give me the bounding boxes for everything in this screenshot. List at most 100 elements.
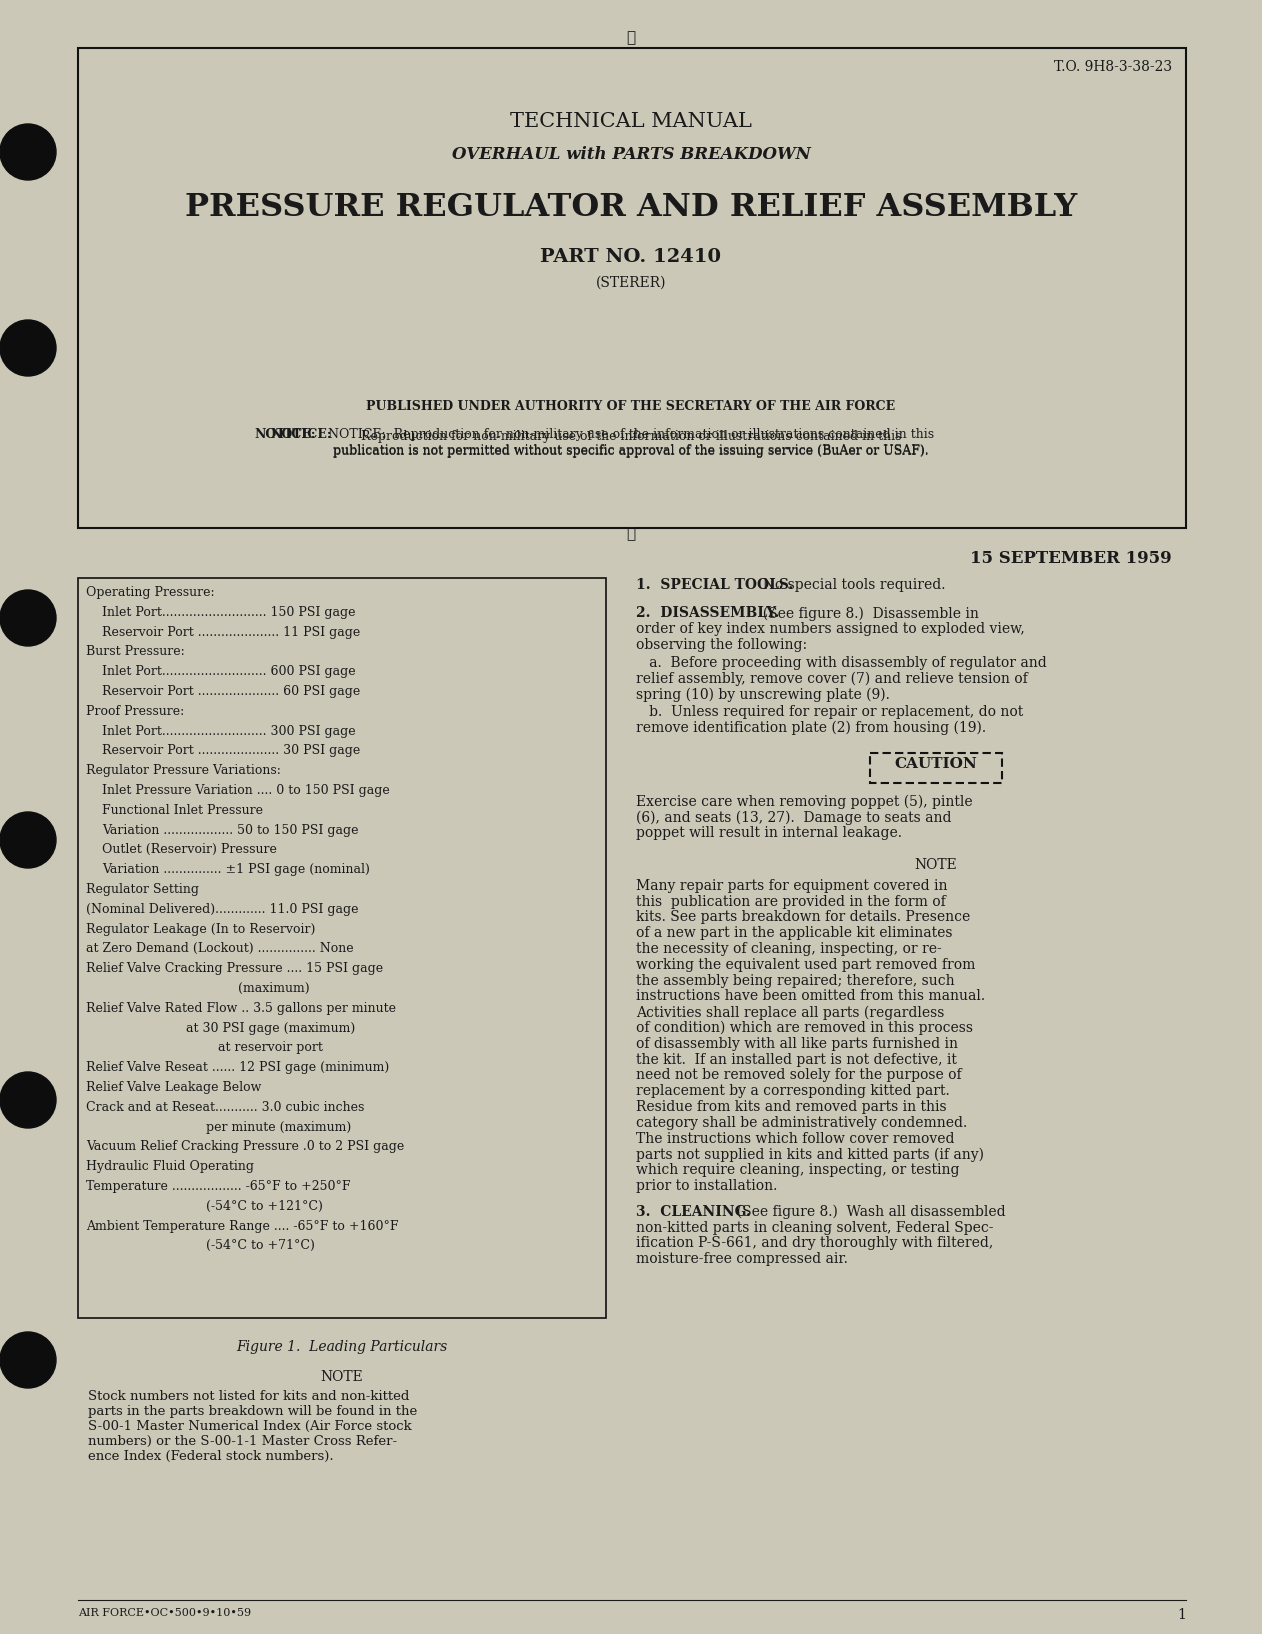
- Text: NOTE: NOTE: [915, 858, 958, 873]
- Text: Relief Valve Reseat ...... 12 PSI gage (minimum): Relief Valve Reseat ...... 12 PSI gage (…: [86, 1060, 389, 1074]
- Text: working the equivalent used part removed from: working the equivalent used part removed…: [636, 958, 976, 972]
- Text: 1: 1: [1177, 1608, 1186, 1623]
- Text: Regulator Pressure Variations:: Regulator Pressure Variations:: [86, 765, 281, 778]
- Text: of a new part in the applicable kit eliminates: of a new part in the applicable kit elim…: [636, 926, 953, 940]
- Text: at Zero Demand (Lockout) ............... None: at Zero Demand (Lockout) ...............…: [86, 943, 353, 956]
- Circle shape: [0, 1072, 56, 1127]
- Text: (-54°C to +71°C): (-54°C to +71°C): [86, 1240, 316, 1252]
- Text: order of key index numbers assigned to exploded view,: order of key index numbers assigned to e…: [636, 623, 1025, 636]
- Text: OVERHAUL with PARTS BREAKDOWN: OVERHAUL with PARTS BREAKDOWN: [452, 145, 810, 163]
- Text: NOTICE:  Reproduction for non-military use of the information or illustrations c: NOTICE: Reproduction for non-military us…: [328, 428, 934, 441]
- Text: Regulator Setting: Regulator Setting: [86, 882, 199, 895]
- Text: Crack and at Reseat........... 3.0 cubic inches: Crack and at Reseat........... 3.0 cubic…: [86, 1101, 365, 1114]
- Text: CAUTION: CAUTION: [895, 757, 977, 771]
- Text: replacement by a corresponding kitted part.: replacement by a corresponding kitted pa…: [636, 1085, 950, 1098]
- Text: Inlet Port........................... 300 PSI gage: Inlet Port........................... 30…: [102, 724, 356, 737]
- Text: this  publication are provided in the form of: this publication are provided in the for…: [636, 894, 945, 909]
- Text: Inlet Port........................... 600 PSI gage: Inlet Port........................... 60…: [102, 665, 356, 678]
- Text: Activities shall replace all parts (regardless: Activities shall replace all parts (rega…: [636, 1005, 944, 1020]
- Text: kits. See parts breakdown for details. Presence: kits. See parts breakdown for details. P…: [636, 910, 970, 925]
- Text: prior to installation.: prior to installation.: [636, 1180, 777, 1193]
- Circle shape: [0, 590, 56, 645]
- Circle shape: [0, 1332, 56, 1387]
- Text: Reservoir Port ..................... 30 PSI gage: Reservoir Port ..................... 30 …: [102, 745, 360, 758]
- Text: 3.  CLEANING.: 3. CLEANING.: [636, 1204, 751, 1219]
- Text: Reproduction for non-military use of the information or illustrations contained : Reproduction for non-military use of the…: [361, 430, 901, 443]
- Text: a.  Before proceeding with disassembly of regulator and: a. Before proceeding with disassembly of…: [636, 655, 1046, 670]
- Text: relief assembly, remove cover (7) and relieve tension of: relief assembly, remove cover (7) and re…: [636, 672, 1027, 686]
- Circle shape: [0, 812, 56, 868]
- Text: b.  Unless required for repair or replacement, do not: b. Unless required for repair or replace…: [636, 706, 1023, 719]
- Text: Outlet (Reservoir) Pressure: Outlet (Reservoir) Pressure: [102, 843, 276, 856]
- Text: (Nominal Delivered)............. 11.0 PSI gage: (Nominal Delivered)............. 11.0 PS…: [86, 904, 358, 915]
- Text: Operating Pressure:: Operating Pressure:: [86, 587, 215, 600]
- Text: Variation ............... ±1 PSI gage (nominal): Variation ............... ±1 PSI gage (n…: [102, 863, 370, 876]
- Text: (6), and seats (13, 27).  Damage to seats and: (6), and seats (13, 27). Damage to seats…: [636, 810, 952, 825]
- Text: The instructions which follow cover removed: The instructions which follow cover remo…: [636, 1132, 954, 1145]
- Text: Variation .................. 50 to 150 PSI gage: Variation .................. 50 to 150 P…: [102, 824, 358, 837]
- Text: (maximum): (maximum): [86, 982, 309, 995]
- Text: which require cleaning, inspecting, or testing: which require cleaning, inspecting, or t…: [636, 1163, 959, 1176]
- Text: PRESSURE REGULATOR AND RELIEF ASSEMBLY: PRESSURE REGULATOR AND RELIEF ASSEMBLY: [184, 193, 1078, 222]
- Text: the necessity of cleaning, inspecting, or re-: the necessity of cleaning, inspecting, o…: [636, 941, 941, 956]
- Text: Functional Inlet Pressure: Functional Inlet Pressure: [102, 804, 262, 817]
- Text: No special tools required.: No special tools required.: [753, 578, 945, 592]
- Text: the kit.  If an installed part is not defective, it: the kit. If an installed part is not def…: [636, 1052, 957, 1067]
- Text: at reservoir port: at reservoir port: [86, 1041, 323, 1054]
- Text: (-54°C to +121°C): (-54°C to +121°C): [86, 1199, 323, 1212]
- Text: parts not supplied in kits and kitted parts (if any): parts not supplied in kits and kitted pa…: [636, 1147, 984, 1162]
- Text: Stock numbers not listed for kits and non-kitted
parts in the parts breakdown wi: Stock numbers not listed for kits and no…: [88, 1391, 418, 1462]
- Text: remove identification plate (2) from housing (19).: remove identification plate (2) from hou…: [636, 721, 986, 735]
- Text: Reservoir Port ..................... 60 PSI gage: Reservoir Port ..................... 60 …: [102, 685, 360, 698]
- Text: Residue from kits and removed parts in this: Residue from kits and removed parts in t…: [636, 1100, 946, 1114]
- Text: 15 SEPTEMBER 1959: 15 SEPTEMBER 1959: [970, 551, 1172, 567]
- Text: Burst Pressure:: Burst Pressure:: [86, 645, 184, 659]
- Text: Ambient Temperature Range .... -65°F to +160°F: Ambient Temperature Range .... -65°F to …: [86, 1219, 399, 1232]
- Text: poppet will result in internal leakage.: poppet will result in internal leakage.: [636, 827, 902, 840]
- Text: TECHNICAL MANUAL: TECHNICAL MANUAL: [510, 113, 752, 131]
- Text: category shall be administratively condemned.: category shall be administratively conde…: [636, 1116, 967, 1129]
- Text: of disassembly with all like parts furnished in: of disassembly with all like parts furni…: [636, 1038, 958, 1051]
- Text: instructions have been omitted from this manual.: instructions have been omitted from this…: [636, 989, 986, 1003]
- Text: Inlet Port........................... 150 PSI gage: Inlet Port........................... 15…: [102, 606, 356, 619]
- Text: Relief Valve Leakage Below: Relief Valve Leakage Below: [86, 1082, 261, 1095]
- Text: Figure 1.  Leading Particulars: Figure 1. Leading Particulars: [236, 1340, 448, 1355]
- Text: need not be removed solely for the purpose of: need not be removed solely for the purpo…: [636, 1069, 962, 1082]
- Text: spring (10) by unscrewing plate (9).: spring (10) by unscrewing plate (9).: [636, 688, 890, 703]
- Text: observing the following:: observing the following:: [636, 637, 808, 652]
- Text: non-kitted parts in cleaning solvent, Federal Spec-: non-kitted parts in cleaning solvent, Fe…: [636, 1221, 993, 1235]
- Bar: [80, 418, 1185, 464]
- Text: (See figure 8.)  Disassemble in: (See figure 8.) Disassemble in: [753, 606, 979, 621]
- Text: the assembly being repaired; therefore, such: the assembly being repaired; therefore, …: [636, 974, 954, 987]
- Text: NOTICE:: NOTICE:: [270, 428, 332, 441]
- Text: moisture-free compressed air.: moisture-free compressed air.: [636, 1252, 848, 1266]
- Text: ification P-S-661, and dry thoroughly with filtered,: ification P-S-661, and dry thoroughly wi…: [636, 1237, 993, 1250]
- Text: of condition) which are removed in this process: of condition) which are removed in this …: [636, 1021, 973, 1036]
- Text: Vacuum Relief Cracking Pressure .0 to 2 PSI gage: Vacuum Relief Cracking Pressure .0 to 2 …: [86, 1141, 404, 1154]
- Text: NOTICE:: NOTICE:: [254, 428, 316, 441]
- Text: Inlet Pressure Variation .... 0 to 150 PSI gage: Inlet Pressure Variation .... 0 to 150 P…: [102, 784, 390, 797]
- Text: publication is not permitted without specific approval of the issuing service (B: publication is not permitted without spe…: [333, 444, 929, 458]
- Text: (See figure 8.)  Wash all disassembled: (See figure 8.) Wash all disassembled: [728, 1204, 1006, 1219]
- Text: Proof Pressure:: Proof Pressure:: [86, 704, 184, 717]
- Bar: [78, 47, 1186, 528]
- Text: ★: ★: [626, 528, 636, 541]
- Text: Relief Valve Rated Flow .. 3.5 gallons per minute: Relief Valve Rated Flow .. 3.5 gallons p…: [86, 1002, 396, 1015]
- Text: Relief Valve Cracking Pressure .... 15 PSI gage: Relief Valve Cracking Pressure .... 15 P…: [86, 962, 384, 975]
- Bar: [78, 578, 606, 1319]
- Text: Reservoir Port ..................... 11 PSI gage: Reservoir Port ..................... 11 …: [102, 626, 360, 639]
- Text: Hydraulic Fluid Operating: Hydraulic Fluid Operating: [86, 1160, 254, 1173]
- Text: ★: ★: [626, 31, 636, 46]
- Text: PART NO. 12410: PART NO. 12410: [540, 248, 722, 266]
- Text: Exercise care when removing poppet (5), pintle: Exercise care when removing poppet (5), …: [636, 794, 973, 809]
- Text: Many repair parts for equipment covered in: Many repair parts for equipment covered …: [636, 879, 948, 892]
- Text: Regulator Leakage (In to Reservoir): Regulator Leakage (In to Reservoir): [86, 923, 316, 936]
- Text: 1.  SPECIAL TOOLS.: 1. SPECIAL TOOLS.: [636, 578, 794, 592]
- Text: (STERER): (STERER): [596, 276, 666, 289]
- Text: Temperature .................. -65°F to +250°F: Temperature .................. -65°F to …: [86, 1180, 351, 1193]
- Circle shape: [0, 320, 56, 376]
- Text: per minute (maximum): per minute (maximum): [86, 1121, 351, 1134]
- Text: at 30 PSI gage (maximum): at 30 PSI gage (maximum): [86, 1021, 355, 1034]
- Circle shape: [0, 124, 56, 180]
- Text: T.O. 9H8-3-38-23: T.O. 9H8-3-38-23: [1054, 60, 1172, 74]
